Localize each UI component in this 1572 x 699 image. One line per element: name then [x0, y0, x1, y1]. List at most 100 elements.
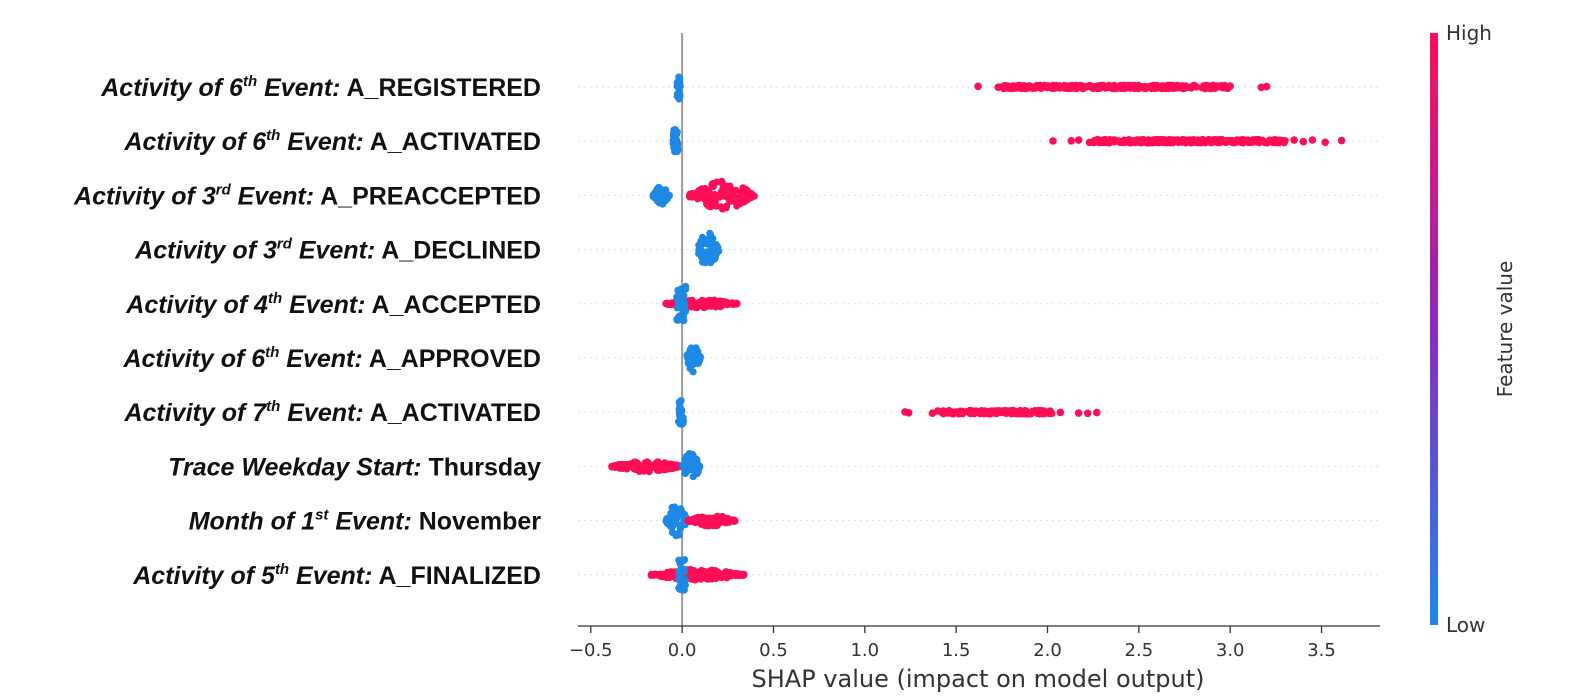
x-tick-label: 0.5	[759, 640, 788, 661]
shap-point	[718, 297, 726, 306]
shap-point	[631, 458, 640, 466]
shap-point	[650, 463, 659, 471]
shap-point	[1114, 137, 1122, 145]
shap-point	[1037, 82, 1045, 90]
shap-point	[944, 409, 952, 417]
shap-point	[670, 141, 679, 149]
shap-point	[661, 187, 669, 195]
shap-point	[698, 233, 707, 241]
shap-point	[712, 202, 720, 210]
shap-point	[1223, 137, 1231, 145]
shap-point	[1187, 139, 1195, 147]
shap-point	[1031, 83, 1039, 91]
shap-point	[1049, 137, 1057, 145]
shap-point	[1321, 138, 1329, 147]
colorbar-title: Feature value	[1493, 261, 1517, 398]
shap-point	[739, 571, 747, 580]
shap-point	[712, 574, 720, 583]
shap-point	[702, 254, 710, 262]
shap-point	[679, 312, 687, 320]
shap-point	[684, 465, 693, 473]
feature-row-points	[673, 73, 1271, 103]
feature-row-points	[669, 126, 1346, 156]
shap-point	[675, 73, 683, 81]
feature-label: Trace Weekday Start: Thursday	[168, 453, 541, 481]
shap-point	[691, 569, 700, 577]
shap-point	[672, 530, 680, 538]
x-tick-label: 3.5	[1307, 640, 1336, 661]
shap-point	[669, 568, 677, 576]
shap-point	[1299, 137, 1308, 146]
shap-point	[696, 356, 704, 364]
shap-point	[671, 505, 679, 513]
shap-point	[647, 570, 656, 579]
x-tick-label: 0.0	[668, 640, 697, 661]
shap-point	[694, 347, 702, 356]
shap-point	[1197, 139, 1205, 147]
x-axis-label: SHAP value (impact on model output)	[752, 665, 1205, 693]
feature-label: Activity of 5th Event: A_FINALIZED	[132, 561, 541, 590]
shap-point	[663, 515, 671, 523]
shap-point	[687, 356, 696, 364]
shap-point	[662, 195, 670, 203]
feature-label: Activity of 3rd Event: A_DECLINED	[134, 236, 541, 265]
feature-label: Activity of 4th Event: A_ACCEPTED	[125, 290, 541, 319]
shap-point	[667, 509, 675, 517]
shap-point	[709, 302, 718, 310]
shap-point	[682, 282, 690, 291]
feature-row-points	[662, 282, 741, 325]
shap-point	[1290, 136, 1298, 144]
shap-point	[665, 300, 673, 308]
shap-point	[974, 82, 982, 91]
shap-point	[1127, 139, 1135, 147]
colorbar-gradient	[1430, 33, 1438, 625]
feature-label: Activity of 3rd Event: A_PREACCEPTED	[73, 181, 541, 210]
feature-row-points	[695, 229, 723, 267]
shap-point	[698, 240, 706, 248]
shap-point	[703, 520, 711, 528]
shap-point	[1262, 82, 1271, 91]
feature-labels: Activity of 6th Event: A_REGISTERED Activ…	[73, 73, 541, 590]
shap-point	[718, 205, 727, 213]
shap-point	[679, 415, 687, 423]
x-tick-label: 1.0	[850, 640, 879, 661]
shap-point	[677, 506, 686, 514]
shap-point	[1308, 136, 1317, 144]
shap-point	[1233, 136, 1241, 144]
shap-point	[686, 517, 694, 525]
shap-point	[1151, 84, 1159, 92]
shap-point	[1085, 138, 1094, 147]
shap-point	[698, 513, 706, 521]
feature-row-points	[662, 503, 739, 540]
shap-point	[676, 566, 684, 575]
shap-point	[981, 407, 989, 415]
shap-point	[1217, 136, 1225, 144]
feature-row-points	[683, 344, 704, 376]
shap-point	[719, 180, 727, 188]
shap-point	[1281, 137, 1289, 145]
shap-point	[674, 286, 682, 294]
shap-point	[743, 189, 751, 197]
shap-point	[966, 408, 974, 417]
shap-point	[1080, 83, 1088, 91]
shap-point	[712, 241, 720, 249]
shap-point	[1066, 84, 1074, 92]
shap-point	[722, 570, 730, 579]
shap-point	[1174, 138, 1182, 147]
shap-point	[1274, 136, 1282, 144]
shap-point	[1074, 136, 1083, 144]
shap-point	[664, 460, 672, 468]
feature-label: Month of 1st Event: November	[189, 507, 542, 536]
shap-point	[1226, 82, 1234, 90]
shap-point	[995, 408, 1004, 416]
shap-point	[655, 190, 663, 198]
feature-label: Activity of 6th Event: A_ACTIVATED	[123, 127, 541, 156]
shap-point	[1094, 83, 1103, 92]
feature-label: Activity of 6th Event: A_APPROVED	[122, 344, 541, 373]
shap-point	[1025, 83, 1033, 92]
x-tick-label: 3.0	[1216, 640, 1245, 661]
shap-point	[635, 467, 643, 475]
x-tick-label: −0.5	[569, 640, 613, 661]
shap-point	[706, 229, 714, 237]
